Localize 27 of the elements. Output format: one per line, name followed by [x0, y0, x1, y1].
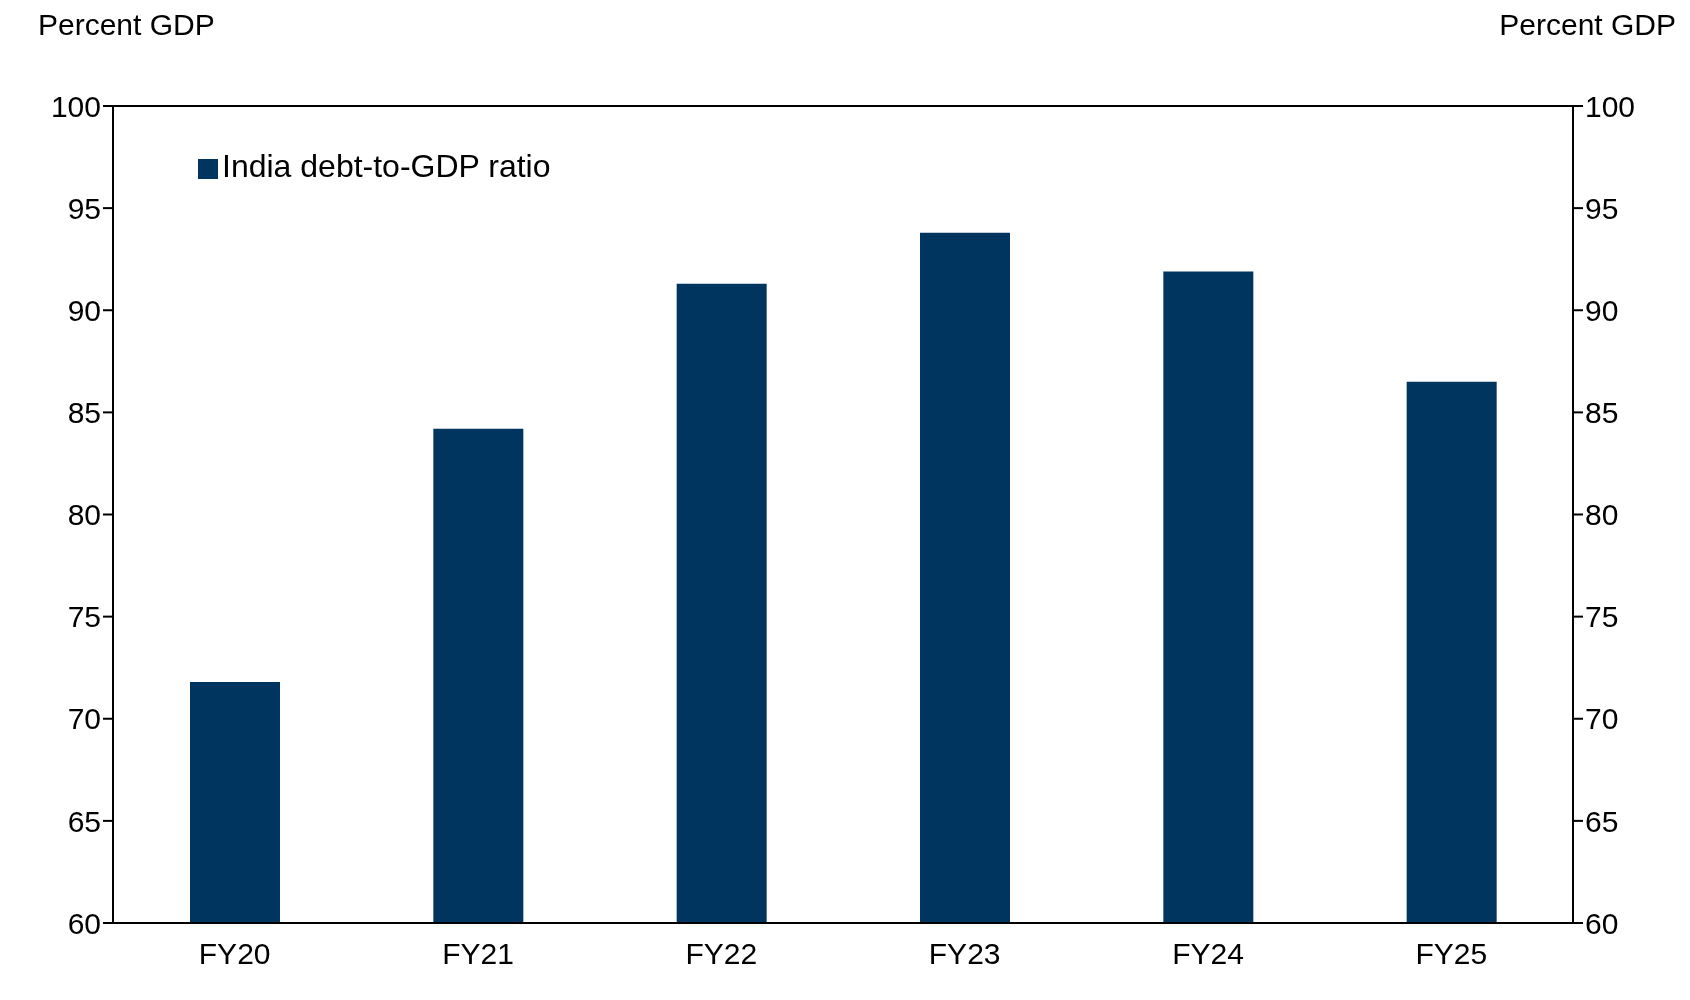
legend-label: India debt-to-GDP ratio	[222, 148, 551, 184]
x-tick-label: FY22	[685, 937, 758, 971]
y-tick-label: 80	[67, 498, 101, 532]
y2-axis-title: Percent GDP	[1499, 8, 1676, 43]
y-tick-label: 75	[67, 600, 101, 634]
x-tick-label: FY23	[928, 937, 1001, 971]
y2-tick-label: 70	[1585, 702, 1619, 736]
y-tick-label: 100	[50, 89, 101, 123]
y2-tick-label: 60	[1585, 906, 1619, 940]
x-tick-label: FY20	[198, 937, 271, 971]
y-tick-label: 60	[67, 906, 101, 940]
x-tick-label: FY24	[1172, 937, 1244, 971]
y2-tick-label: 85	[1585, 396, 1619, 430]
y2-tick-label: 75	[1585, 600, 1619, 634]
y2-tick-label: 100	[1585, 89, 1636, 123]
y2-tick-label: 80	[1585, 498, 1619, 532]
y-tick-label: 90	[67, 293, 101, 327]
x-tick-label: FY25	[1415, 937, 1488, 971]
y2-tick-label: 90	[1585, 293, 1619, 327]
x-tick-label: FY21	[442, 937, 514, 971]
y-tick-label: 85	[67, 396, 101, 430]
y-axis-title: Percent GDP	[38, 8, 215, 43]
y2-tick-label: 65	[1585, 804, 1619, 838]
y2-tick-label: 95	[1585, 191, 1619, 225]
y-tick-label: 70	[67, 702, 101, 736]
y-tick-label: 95	[67, 191, 101, 225]
y-tick-label: 65	[67, 804, 101, 838]
